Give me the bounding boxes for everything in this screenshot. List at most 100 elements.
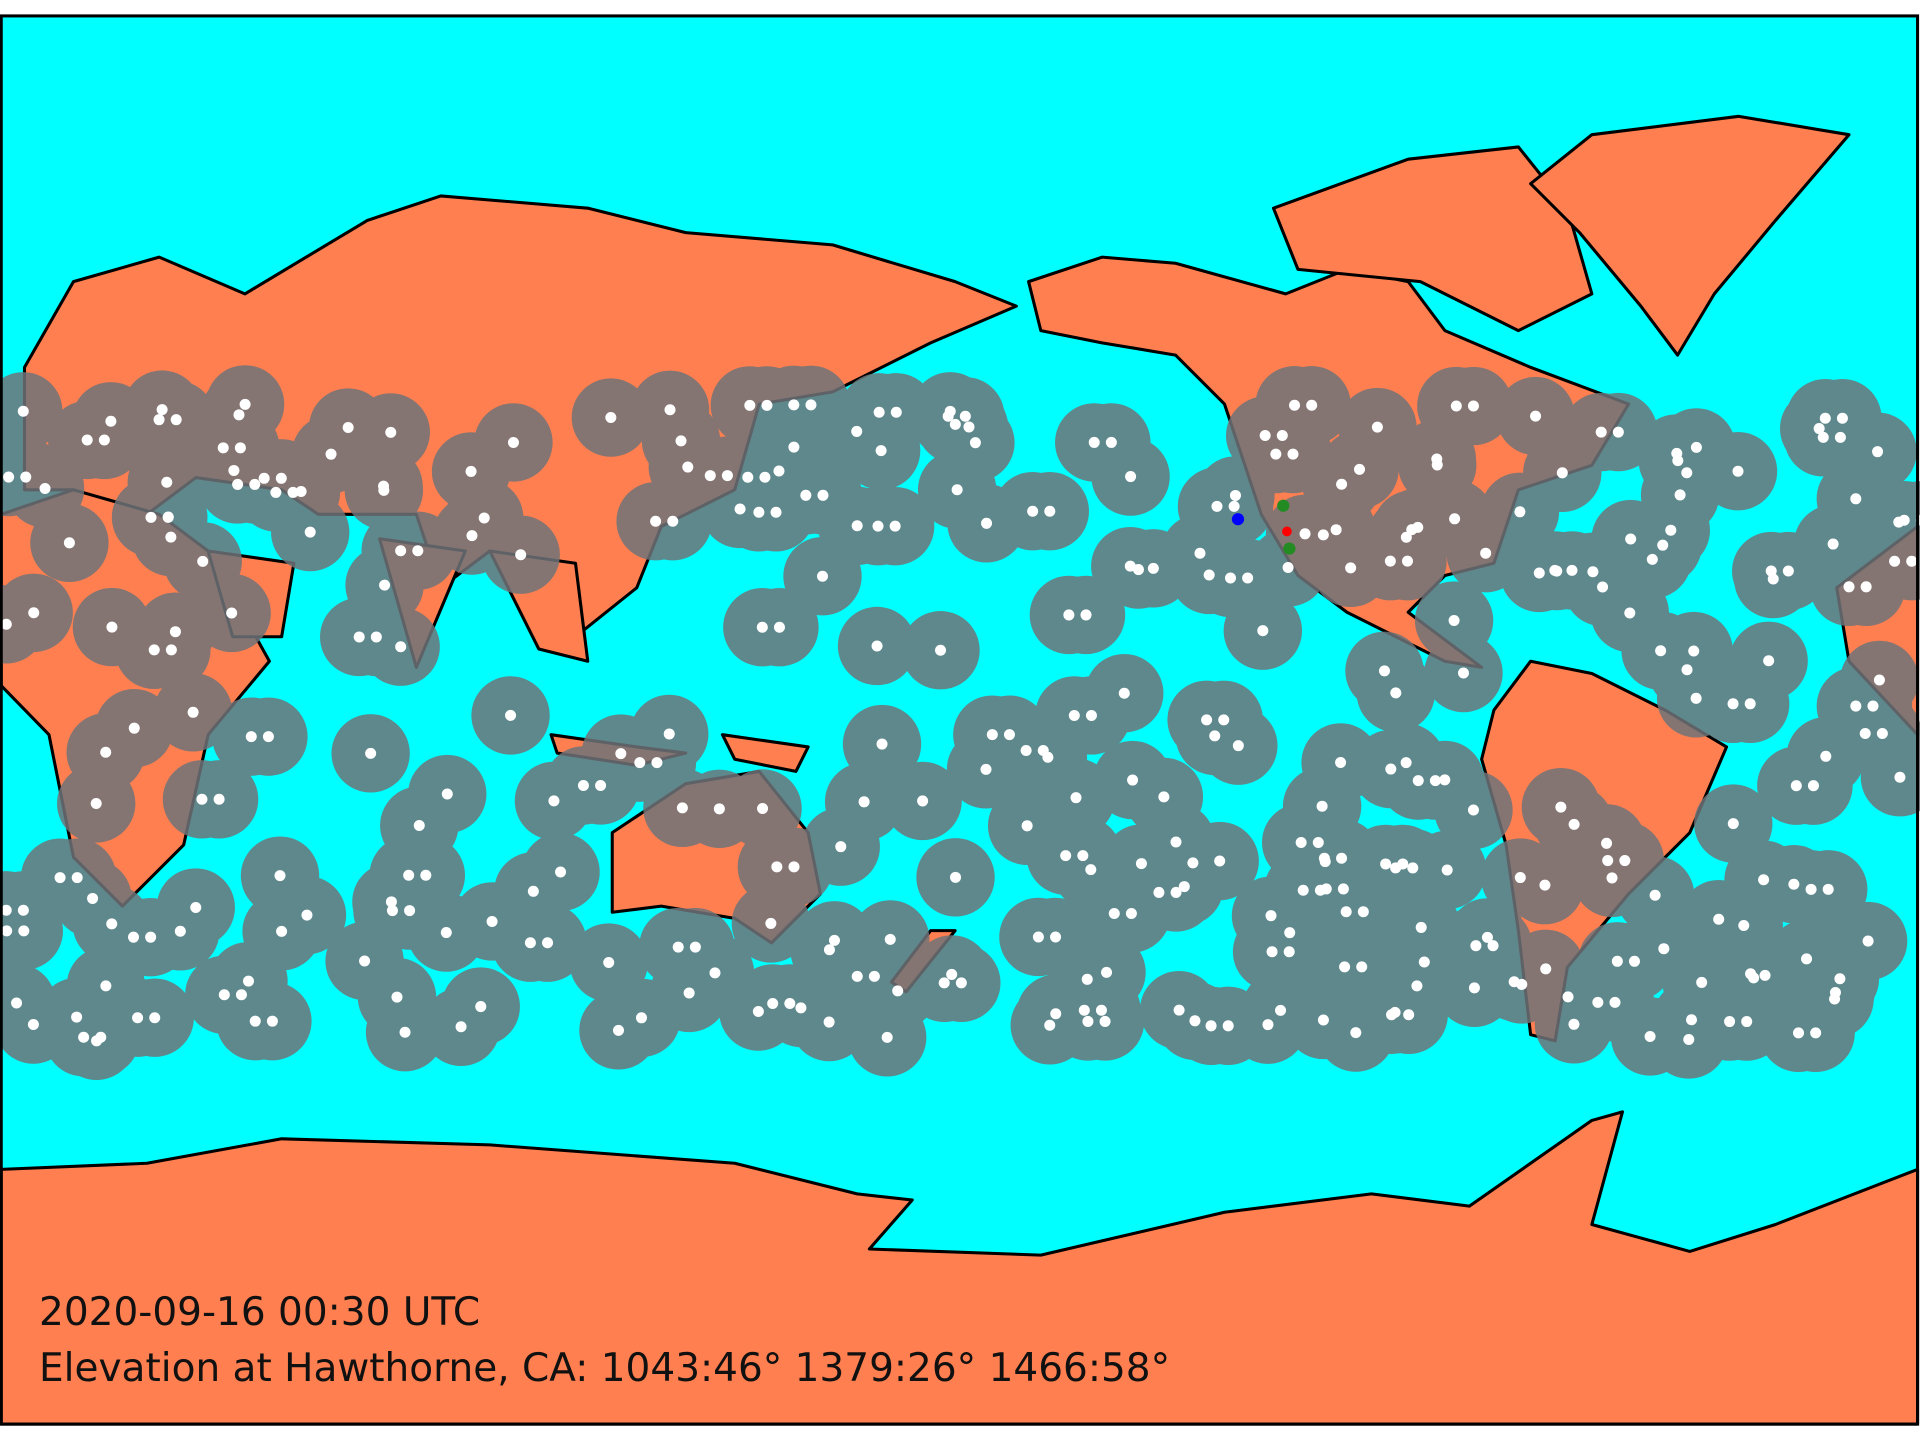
satellite	[1628, 955, 1640, 967]
satellite	[1813, 423, 1825, 435]
satellite	[81, 434, 93, 446]
satellite	[1681, 664, 1693, 676]
satellite	[1339, 961, 1351, 973]
satellite	[1449, 513, 1461, 525]
satellite	[1153, 886, 1165, 898]
satellite	[1674, 489, 1686, 501]
satellite	[304, 526, 316, 538]
satellite	[828, 934, 840, 946]
coverage-circle	[0, 891, 63, 971]
satellite	[1468, 982, 1480, 994]
satellite	[17, 405, 29, 417]
satellite	[1862, 935, 1874, 947]
satellite	[441, 788, 453, 800]
satellite	[1257, 625, 1269, 637]
satellite	[788, 399, 800, 411]
satellite	[187, 706, 199, 718]
satellite	[770, 506, 782, 518]
satellite	[145, 931, 157, 943]
satellite	[385, 426, 397, 438]
coverage-circle	[0, 585, 46, 664]
satellite	[871, 640, 883, 652]
satellite	[1044, 1019, 1056, 1031]
satellite	[709, 967, 721, 979]
satellite	[1276, 430, 1288, 442]
satellite	[1834, 973, 1846, 985]
satellite	[98, 434, 110, 446]
satellite	[1189, 1015, 1201, 1027]
satellite	[675, 435, 687, 447]
satellite	[1330, 524, 1342, 536]
satellite	[1671, 447, 1683, 459]
visible-satellite	[1283, 542, 1296, 555]
satellite	[128, 722, 140, 734]
satellite	[78, 1031, 90, 1043]
satellite	[440, 927, 452, 939]
satellite	[946, 968, 958, 980]
satellite	[228, 464, 240, 476]
satellite	[1690, 692, 1702, 704]
satellite	[1595, 426, 1607, 438]
satellite	[672, 941, 684, 953]
satellite	[635, 1012, 648, 1024]
satellite	[378, 480, 390, 492]
satellite	[1568, 818, 1580, 830]
satellite	[1601, 837, 1613, 849]
satellite	[744, 399, 756, 411]
satellite	[1765, 565, 1777, 577]
satellite	[301, 909, 313, 921]
satellite	[1299, 528, 1311, 540]
satellite	[1317, 1014, 1329, 1026]
satellite	[87, 892, 99, 904]
satellite	[765, 917, 777, 929]
satellite	[682, 461, 694, 473]
satellite	[1201, 714, 1213, 726]
satellite	[873, 406, 885, 418]
satellite	[1345, 562, 1357, 574]
satellite	[981, 517, 993, 529]
satellite	[1516, 978, 1528, 990]
satellite	[106, 918, 118, 930]
satellite	[1037, 745, 1049, 757]
satellite	[800, 489, 812, 501]
satellite	[1415, 921, 1427, 933]
satellite	[935, 644, 947, 656]
satellite	[1317, 529, 1329, 541]
satellite	[664, 404, 676, 416]
satellite	[1644, 1030, 1656, 1042]
satellite	[258, 472, 270, 484]
satellite	[734, 503, 746, 515]
satellite	[938, 977, 950, 989]
satellite	[1335, 756, 1347, 768]
satellite	[174, 925, 186, 937]
satellite	[884, 933, 896, 945]
satellite	[1224, 572, 1237, 584]
satellite	[1314, 884, 1326, 896]
satellite	[105, 415, 117, 427]
satellite	[889, 520, 901, 532]
satellite	[1, 925, 13, 937]
satellite	[1063, 609, 1075, 621]
satellite	[165, 531, 177, 543]
satellite	[1876, 727, 1888, 739]
satellite	[524, 937, 536, 949]
satellite	[91, 1035, 103, 1047]
satellite	[1003, 729, 1015, 741]
satellite	[1448, 614, 1460, 627]
satellite	[784, 997, 796, 1010]
satellite	[1027, 505, 1039, 517]
satellite	[1228, 500, 1240, 512]
satellite	[1319, 856, 1331, 868]
satellite	[650, 515, 662, 527]
satellite	[245, 731, 257, 743]
satellite	[153, 414, 165, 426]
satellite	[1385, 763, 1397, 775]
satellite	[959, 410, 971, 422]
satellite	[1748, 972, 1760, 984]
satellite	[1390, 687, 1402, 699]
satellite	[969, 437, 981, 449]
satellite	[1555, 801, 1567, 813]
satellite	[1259, 430, 1271, 442]
satellite	[980, 763, 992, 775]
